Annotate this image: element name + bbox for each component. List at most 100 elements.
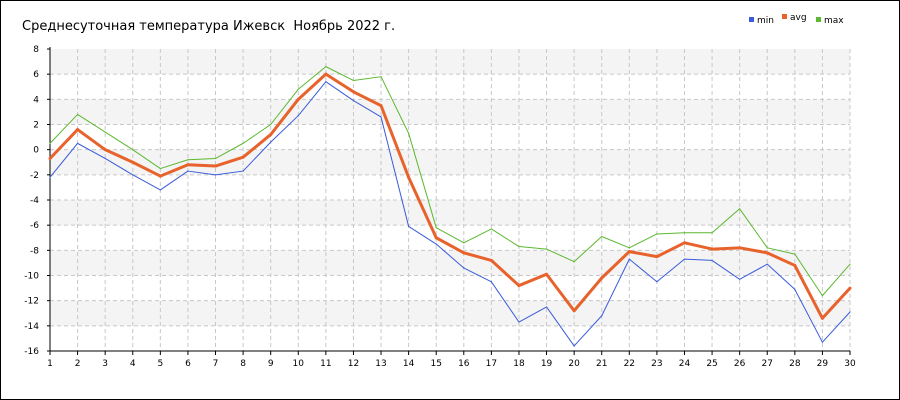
data-point-avg <box>627 250 631 254</box>
data-point-max <box>766 247 768 249</box>
data-point-min <box>628 258 630 260</box>
x-tick-label: 4 <box>130 359 136 369</box>
x-tick-label: 23 <box>651 359 662 369</box>
data-point-max <box>739 208 741 210</box>
legend-swatch-min <box>749 17 754 22</box>
y-tick-label: -2 <box>30 171 39 181</box>
data-point-min <box>159 189 161 191</box>
data-point-max <box>408 132 410 134</box>
y-tick-label: -10 <box>24 272 39 282</box>
data-point-avg <box>462 251 466 255</box>
data-point-avg <box>572 309 576 313</box>
x-tick-label: 5 <box>157 359 163 369</box>
data-point-min <box>104 157 106 160</box>
legend-swatch-avg <box>782 14 787 19</box>
x-tick-label: 18 <box>513 359 525 369</box>
x-tick-label: 13 <box>375 359 386 369</box>
x-tick-label: 20 <box>568 359 580 369</box>
x-tick-label: 19 <box>541 359 553 369</box>
data-point-avg <box>793 263 797 267</box>
data-point-avg <box>158 174 162 178</box>
series-line-max <box>49 66 851 297</box>
x-tick-label: 7 <box>213 359 219 369</box>
plot-band <box>50 174 850 200</box>
legend-item-min: min <box>749 16 774 26</box>
plot-band <box>50 200 850 226</box>
data-point-max <box>380 76 382 78</box>
legend-label-max: max <box>824 16 844 26</box>
data-point-min <box>297 115 299 117</box>
data-point-min <box>352 99 355 102</box>
data-point-min <box>214 174 217 176</box>
x-tick-label: 24 <box>679 359 691 369</box>
y-tick-label: 0 <box>33 146 39 156</box>
x-tick-label: 11 <box>320 359 331 369</box>
plot-band <box>50 74 850 100</box>
data-point-avg <box>600 276 604 280</box>
data-point-avg <box>407 175 411 179</box>
legend-label-min: min <box>757 16 774 26</box>
data-point-min <box>49 176 51 178</box>
plot-band <box>50 124 850 150</box>
x-tick-label: 8 <box>240 359 246 369</box>
x-tick-label: 26 <box>734 359 746 369</box>
data-point-min <box>545 306 548 308</box>
plot-band <box>50 99 850 125</box>
data-point-avg <box>379 104 383 108</box>
data-point-max <box>490 228 492 230</box>
data-point-max <box>518 245 520 248</box>
legend-item-max: max <box>816 16 844 26</box>
data-point-avg <box>324 72 328 76</box>
data-point-min <box>187 170 189 172</box>
data-point-min <box>766 263 768 265</box>
data-point-min <box>821 341 824 343</box>
legend-swatch-max <box>816 17 821 22</box>
x-tick-label: 6 <box>185 359 191 369</box>
data-point-min <box>739 278 741 280</box>
plot-band <box>50 300 850 326</box>
data-point-min <box>573 345 575 347</box>
y-tick-label: 4 <box>33 95 39 105</box>
data-point-avg <box>489 258 493 262</box>
plot-band <box>50 49 850 75</box>
data-point-max <box>628 247 630 249</box>
y-tick-label: 8 <box>33 45 39 55</box>
data-point-max <box>435 227 437 229</box>
data-point-max <box>132 149 134 151</box>
y-tick-label: -4 <box>30 196 39 206</box>
data-point-max <box>297 88 299 90</box>
data-point-min <box>683 258 686 260</box>
series-line-min <box>49 81 851 347</box>
data-point-max <box>463 242 465 244</box>
data-point-min <box>242 170 244 172</box>
data-point-min <box>656 281 658 283</box>
data-point-max <box>711 232 713 234</box>
data-point-avg <box>545 272 549 276</box>
data-point-avg <box>186 163 190 167</box>
data-point-max <box>270 123 272 126</box>
data-point-avg <box>434 236 438 240</box>
series-points-max <box>49 66 851 297</box>
data-point-avg <box>820 316 824 320</box>
chart-title: Среднесуточная температура Ижевск Ноябрь… <box>22 19 396 34</box>
data-point-min <box>794 288 796 290</box>
data-point-avg <box>214 164 218 168</box>
data-point-min <box>435 243 437 245</box>
y-tick-label: -16 <box>24 347 39 357</box>
data-point-max <box>49 142 51 144</box>
plot-band <box>50 149 850 175</box>
data-point-min <box>76 142 79 144</box>
data-point-max <box>601 235 603 238</box>
data-point-max <box>683 232 686 234</box>
data-point-avg <box>351 90 355 94</box>
series-line-avg <box>48 72 852 320</box>
data-point-avg <box>269 133 273 137</box>
data-point-max <box>325 66 327 68</box>
x-tick-label: 30 <box>844 359 856 369</box>
x-tick-label: 17 <box>486 359 497 369</box>
data-point-avg <box>103 148 107 152</box>
data-point-avg <box>655 255 659 259</box>
data-point-avg <box>517 284 521 288</box>
x-tick-label: 3 <box>102 359 108 369</box>
